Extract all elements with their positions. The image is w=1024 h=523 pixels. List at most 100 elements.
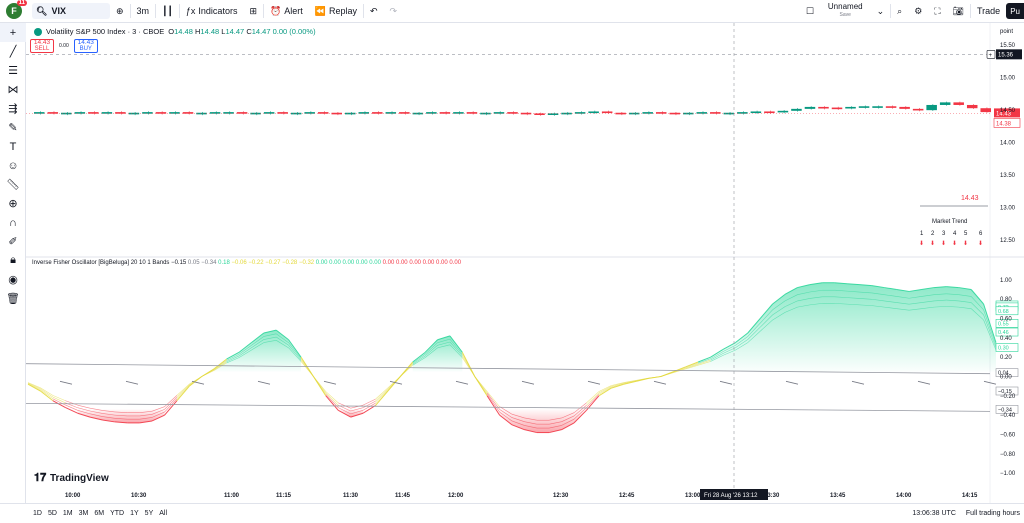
interval-button[interactable]: 3m	[131, 0, 156, 23]
zoom-in-icon: ⊕	[8, 198, 18, 210]
crosshair-tool[interactable]: +	[0, 23, 26, 42]
session-selector[interactable]: Full trading hours	[965, 510, 1020, 517]
candle	[426, 112, 437, 114]
candle	[196, 112, 207, 115]
range-1d[interactable]: 1D	[33, 510, 42, 517]
visibility-tool[interactable]: ◉	[0, 270, 26, 289]
osc-axis-label: −0.60	[1000, 433, 1016, 439]
oscillator-line	[909, 289, 922, 292]
oscillator-line	[834, 289, 848, 292]
oscillator-line	[747, 326, 761, 340]
trade-buttons: 14.43 SELL 0.00 14.43 BUY	[30, 39, 98, 53]
oscillator-line	[759, 303, 773, 319]
candle	[385, 112, 397, 114]
oscillator-line	[871, 305, 885, 308]
oscillator-line	[561, 418, 575, 426]
symbol-search[interactable]: 🔍︎ VIX	[32, 3, 110, 19]
alert-button[interactable]: ⏰ Alert	[264, 0, 309, 23]
layout-name-button[interactable]: Unnamed Save	[820, 3, 871, 19]
buy-button[interactable]: 14.43 BUY	[73, 39, 98, 53]
oscillator-line	[251, 339, 264, 348]
time-axis-label: 13:00	[685, 493, 701, 499]
zoom-tool[interactable]: ⊕	[0, 194, 26, 213]
oscillator-line	[151, 409, 165, 415]
user-avatar[interactable]: F 11	[6, 0, 27, 19]
stay-drawing-tool[interactable]: ✐	[0, 232, 26, 251]
oscillator-line	[362, 405, 376, 414]
oscillator-line	[362, 398, 376, 406]
oscillator-line	[499, 411, 513, 422]
oscillator-line	[896, 296, 910, 299]
snapshot-button[interactable]: 📷︎	[947, 0, 970, 23]
utc-clock[interactable]: 13:06:38 UTC	[912, 510, 956, 517]
candle	[791, 108, 802, 111]
replay-button[interactable]: ⏪ Replay	[309, 0, 363, 23]
candle	[304, 112, 315, 114]
range-5y[interactable]: 5Y	[144, 510, 154, 517]
range-1m[interactable]: 1M	[62, 510, 73, 517]
oscillator-line	[896, 302, 910, 305]
text-tool[interactable]: T	[0, 137, 26, 156]
layouts-button[interactable]: ⊞	[243, 0, 263, 23]
publish-button[interactable]: Pu	[1006, 3, 1024, 19]
tradingview-logo: 𝟏𝟕 TradingView	[34, 472, 109, 484]
range-1y[interactable]: 1Y	[130, 510, 139, 517]
symbol-description[interactable]: Volatility S&P 500 Index · 3 · CBOE	[46, 27, 165, 36]
ruler-tool[interactable]: 📏︎	[0, 175, 26, 194]
oscillator-line	[710, 349, 724, 358]
oscillator-line	[834, 303, 848, 305]
sell-button[interactable]: 14.43 SELL	[30, 39, 54, 53]
lock-tool[interactable]: 🔒︎	[0, 251, 26, 270]
oscillator-line	[375, 390, 389, 406]
oscillator-value: 0.00	[447, 260, 462, 266]
time-axis-label: 10:00	[65, 493, 81, 499]
gear-icon: ⚙	[914, 5, 923, 16]
oscillator-line	[226, 351, 240, 360]
indicators-icon: ƒx	[185, 6, 196, 16]
trendline-tool[interactable]: ╱	[0, 42, 26, 61]
magnet-tool[interactable]: ∩	[0, 213, 26, 232]
forecast-tool[interactable]: ⇶	[0, 99, 26, 118]
trade-button[interactable]: Trade	[971, 0, 1006, 23]
oscillator-line	[288, 347, 302, 362]
trend-down-arrow: ⬇	[952, 240, 957, 247]
search-icon: 🔍︎	[36, 5, 48, 16]
fib-tool[interactable]: ☰	[0, 61, 26, 80]
range-6m[interactable]: 6M	[94, 510, 105, 517]
pattern-tool[interactable]: ⋈	[0, 80, 26, 99]
top-toolbar: F 11 🔍︎ VIX ⊕ 3m ┃┃ ƒx Indicators ⊞ ⏰ Al…	[0, 0, 1024, 23]
oscillator-line	[772, 293, 786, 305]
chart-area[interactable]: 15.36 +14.43 14.38 14.43 Market Trend 1 ⬇ 2 ⬇ 3 ⬇ 4…	[26, 23, 1024, 503]
range-5d[interactable]: 5D	[47, 510, 57, 517]
oscillator-value: 0.00	[314, 260, 328, 266]
candle	[493, 112, 505, 114]
oscillator-line	[797, 304, 810, 308]
oscillator-name[interactable]: Inverse Fisher Oscillator [BigBeluga] 20…	[32, 260, 170, 266]
brush-tool[interactable]: ✎	[0, 118, 26, 137]
emoji-tool[interactable]: ☺	[0, 156, 26, 175]
layout-dropdown[interactable]: ⌄	[871, 0, 891, 23]
oscillator-line	[238, 342, 252, 353]
layout-checkbox[interactable]: ☐	[800, 0, 820, 23]
oscillator-line	[970, 308, 984, 321]
indicators-button[interactable]: ƒx Indicators	[180, 0, 244, 23]
midline-dash	[785, 380, 799, 385]
oscillator-line	[847, 297, 860, 299]
oscillator-line	[139, 410, 153, 413]
chart-canvas[interactable]: 15.36 +14.43 14.38 14.43 Market Trend 1 ⬇ 2 ⬇ 3 ⬇ 4…	[26, 23, 1024, 503]
oscillator-line	[499, 414, 513, 426]
oscillator-line	[77, 407, 91, 412]
fullscreen-button[interactable]: ⛶	[928, 0, 946, 23]
oscillator-line	[27, 382, 41, 389]
range-3m[interactable]: 3M	[78, 510, 89, 517]
quick-search-button[interactable]: ⌕	[891, 0, 908, 23]
redo-button[interactable]: ↷	[384, 0, 404, 23]
settings-button[interactable]: ⚙	[908, 0, 928, 23]
undo-button[interactable]: ↶	[364, 0, 384, 23]
chart-type-button[interactable]: ┃┃	[156, 0, 179, 23]
range-all[interactable]: All	[159, 510, 168, 517]
range-ytd[interactable]: YTD	[110, 510, 125, 517]
compare-button[interactable]: ⊕	[110, 0, 130, 23]
delete-tool[interactable]: 🗑︎	[0, 289, 26, 308]
midline-dash	[389, 380, 403, 385]
